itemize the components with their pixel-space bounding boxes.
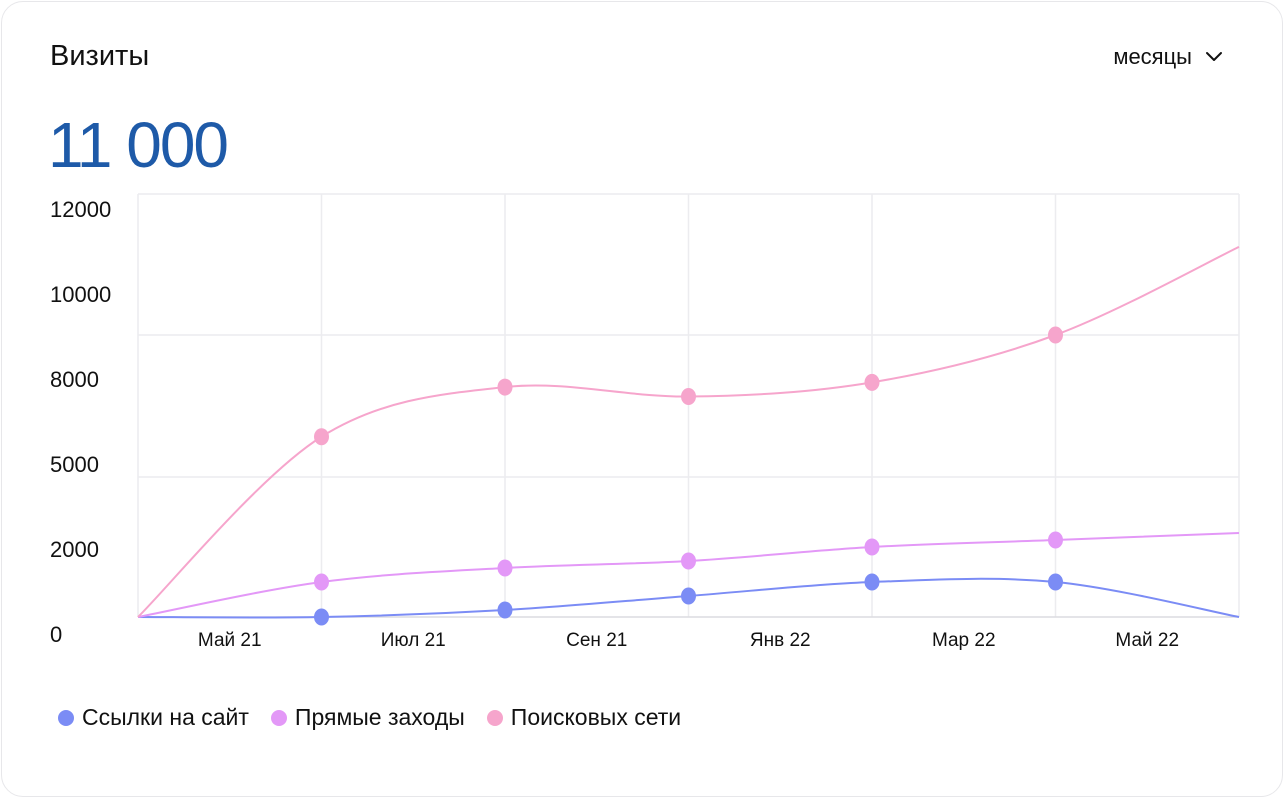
total-visits: 11 000 [48,109,229,181]
legend-item: Поисковых сети [486,704,682,731]
data-point [497,601,513,619]
y-tick-label: 12000 [50,197,111,222]
data-point [681,552,696,570]
data-point [314,608,329,626]
data-point [681,587,696,605]
y-tick-label: 10000 [50,282,111,307]
data-point [864,538,880,556]
data-point [1048,326,1063,344]
data-point [497,559,513,577]
period-dropdown[interactable]: месяцы [1113,44,1224,70]
legend-item: Прямые заходы [270,704,465,731]
visits-line-chart: 12000 10000 8000 5000 2000 0 Май 21 Июл 21 Сен 2… [50,193,1240,651]
data-point [864,573,880,591]
x-tick-label: Мар 22 [932,630,996,651]
y-tick-label: 5000 [50,452,99,477]
y-tick-label: 2000 [50,537,99,562]
card-title: Визиты [50,40,150,72]
y-tick-label: 8000 [50,367,99,392]
y-tick-label: 0 [50,622,62,647]
x-tick-label: Сен 21 [566,630,627,651]
chevron-down-icon [1206,52,1222,61]
legend-label: Прямые заходы [294,704,465,730]
x-tick-label: Май 21 [198,630,262,651]
x-tick-label: Май 22 [1115,630,1179,651]
legend-dot [486,709,503,726]
data-point [681,388,696,406]
legend-dot [58,709,74,726]
data-point [497,378,513,396]
period-label: месяцы [1113,44,1192,69]
data-point [1048,573,1063,591]
data-point [314,428,329,446]
legend-dot [270,709,287,726]
legend-label: Ссылки на сайт [82,704,249,730]
data-point [314,573,329,591]
legend-label: Поисковых сети [510,704,682,730]
data-point [864,373,880,391]
x-tick-label: Янв 22 [750,630,811,651]
x-tick-label: Июл 21 [381,630,446,651]
legend-item: Ссылки на сайт [58,704,249,731]
chart-legend: Ссылки на сайт Прямые заходы Поисковых сет… [58,704,681,731]
data-point [1048,531,1063,549]
